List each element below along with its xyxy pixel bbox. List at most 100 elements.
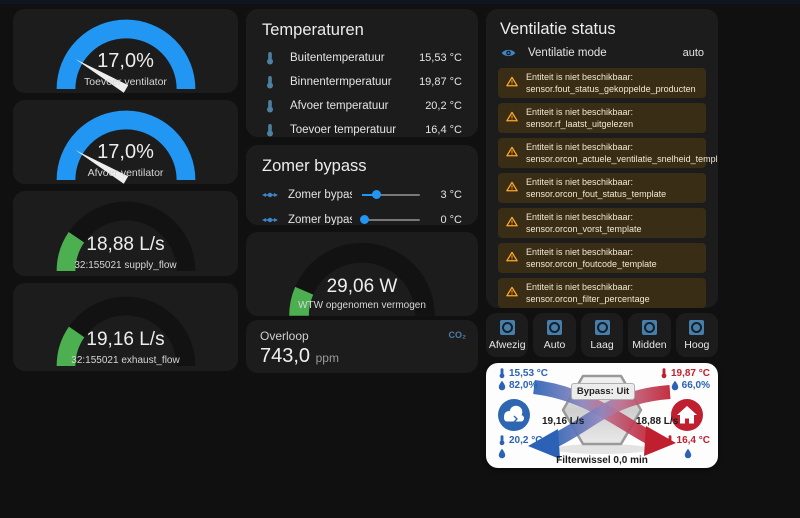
bypass-status-badge: Bypass: Uit [571, 383, 635, 400]
warning-chip: Entiteit is niet beschikbaar: sensor.orc… [498, 278, 706, 308]
zomer-bypass-card: Zomer bypass Zomer bypass offset 3 °C Zo… [246, 145, 478, 225]
card-title: Overloop [260, 329, 309, 343]
entity-value: 16,4 °C [425, 124, 462, 136]
supply-flow-value: 18,88 L/s [636, 416, 679, 427]
card-title: Ventilatie status [500, 20, 616, 38]
entity-name: Afvoer temperatuur [290, 100, 389, 112]
thermometer-icon [262, 51, 278, 65]
alert-triangle-icon [506, 74, 518, 92]
zomer-bypass-slider[interactable] [360, 214, 421, 226]
alert-triangle-icon [506, 179, 518, 197]
entity-name: Buitentemperatuur [290, 52, 385, 64]
gauge-green-segment [56, 296, 195, 367]
gauge-label: 32:155021 supply_flow [74, 260, 177, 271]
gauge-value: 18,88 L/s [86, 234, 165, 255]
thermometer-icon [262, 123, 278, 137]
mode-button-laag[interactable]: Laag [580, 313, 624, 357]
supply-temperature: 16,4 °C [666, 434, 710, 446]
top-app-strip [0, 0, 800, 4]
water-drop-icon [498, 448, 506, 459]
warning-chip: Entiteit is niet beschikbaar: sensor.fout… [498, 68, 706, 98]
gauge-card-wtw-vermogen[interactable]: 29,06 W WTW opgenomen vermogen [246, 232, 478, 316]
overloop-co2-card[interactable]: Overloop 743,0 ppm CO₂ [246, 320, 478, 373]
temperaturen-card: Temperaturen Buitentemperatuur 15,53 °C … [246, 9, 478, 137]
warning-entity: sensor.orcon_foutcode_template [526, 259, 657, 269]
entity-row-ventilatie-mode[interactable]: Ventilatie mode auto [498, 42, 706, 63]
gauge-card-toevoer-ventilator[interactable]: 17,0% Toevoer ventilator [13, 9, 238, 93]
warning-text: Entiteit is niet beschikbaar: [526, 142, 634, 152]
house-icon [671, 399, 703, 431]
water-drop-icon [684, 448, 692, 459]
gauge-arc [56, 19, 195, 93]
entity-row-toevoer-temperatuur[interactable]: Toevoer temperatuur 16,4 °C [260, 118, 464, 137]
gauge-value: 29,06 W [326, 276, 398, 297]
entity-name: Zomer bypass [288, 213, 353, 226]
mode-button-midden[interactable]: Midden [628, 313, 671, 357]
mode-button-afwezig[interactable]: Afwezig [486, 313, 529, 357]
warning-text: Entiteit is niet beschikbaar: sensor.orc… [526, 282, 650, 304]
warning-chip: Entiteit is niet beschikbaar: sensor.orco… [498, 138, 718, 168]
alert-triangle-icon [506, 249, 518, 267]
gauge-label: Toevoer ventilator [84, 76, 167, 88]
entity-row-buitentemperatuur[interactable]: Buitentemperatuur 15,53 °C [260, 46, 464, 70]
gauge-card-afvoer-ventilator[interactable]: 17,0% Afvoer ventilator [13, 100, 238, 184]
exhaust-arrowhead [528, 429, 560, 459]
thermometer-icon [262, 75, 278, 89]
warning-text: Entiteit is niet beschikbaar: sensor.orc… [526, 212, 642, 234]
warning-entity: sensor.orcon_fout_status_template [526, 189, 667, 199]
inside-humidity: 66,0% [671, 380, 710, 391]
gauge-label: Afvoer ventilator [87, 167, 164, 179]
mode-button-row: Afwezig Auto Laag Midden Hoog [486, 313, 719, 357]
warning-text: Entiteit is niet beschikbaar: sensor.rf_… [526, 107, 634, 129]
slider-row-zomer-bypass-offset: Zomer bypass offset 3 °C [260, 182, 464, 207]
wtw-diagram-card[interactable]: Bypass: Uit 15,53 °C 82,0% 19,87 °C 66,0… [486, 363, 718, 468]
gauge-needle [74, 59, 128, 93]
slider-value: 3 °C [440, 188, 462, 201]
outside-humidity: 82,0% [498, 380, 537, 391]
warning-text: Entiteit is niet beschikbaar: [526, 177, 634, 187]
gauge-card-exhaust-flow[interactable]: 19,16 L/s 32:155021 exhaust_flow [13, 283, 238, 371]
exhaust-temperature: 20,2 °C [498, 434, 542, 446]
entity-name: Ventilatie mode [528, 46, 607, 59]
entity-row-afvoer-temperatuur[interactable]: Afvoer temperatuur 20,2 °C [260, 94, 464, 118]
slider-thumb[interactable] [360, 215, 370, 224]
warning-chip: Entiteit is niet beschikbaar: sensor.orco… [498, 173, 706, 203]
co2-unit: ppm [315, 351, 339, 365]
alert-triangle-icon [506, 144, 518, 162]
gauge-arc [289, 242, 435, 316]
supply-arrowhead [644, 426, 676, 456]
mode-button-hoog[interactable]: Hoog [675, 313, 719, 357]
entity-row-binnentemperatuur[interactable]: Binnentermperatuur 19,87 °C [260, 70, 464, 94]
co2-value: 743,0 ppm [260, 345, 339, 367]
supply-humidity-icon [684, 448, 692, 459]
ventilatie-status-card: Ventilatie status Ventilatie mode auto E… [486, 9, 718, 308]
slider-thumb[interactable] [372, 190, 382, 199]
filter-change-label: Filterwissel 0,0 min [556, 455, 648, 466]
gauge-value: 17,0% [97, 50, 154, 72]
entity-value: 19,87 °C [419, 76, 462, 88]
zomer-bypass-offset-slider[interactable] [362, 189, 421, 201]
entity-value: auto [682, 46, 704, 59]
warning-entity: sensor.fout_status_gekoppelde_producten [526, 84, 696, 94]
entity-name: Toevoer temperatuur [290, 124, 397, 136]
mode-button-auto[interactable]: Auto [533, 313, 576, 357]
thermometer-icon [262, 99, 278, 113]
warning-chip: Entiteit is niet beschikbaar: sensor.orc… [498, 208, 706, 238]
co2-icon: CO₂ [448, 330, 467, 340]
gauge-card-supply-flow[interactable]: 18,88 L/s 32:155021 supply_flow [13, 191, 238, 276]
gauge-label: WTW opgenomen vermogen [298, 300, 426, 311]
ray-vertex-icon [262, 216, 278, 224]
warning-chip: Entiteit is niet beschikbaar: sensor.rf_… [498, 103, 706, 133]
gauge-arc [56, 296, 195, 367]
mode-button-label: Hoog [684, 338, 710, 351]
gauge-value: 19,16 L/s [86, 329, 165, 350]
fan-mode-icon [594, 319, 610, 335]
slider-row-zomer-bypass: Zomer bypass 0 °C [260, 207, 464, 225]
fan-mode-icon [641, 319, 657, 335]
warning-chip: Entiteit is niet beschikbaar: sensor.orco… [498, 243, 706, 273]
fan-mode-icon [689, 319, 705, 335]
entity-name: Zomer bypass offset [288, 188, 353, 201]
fan-mode-icon [547, 319, 563, 335]
water-drop-icon [671, 380, 678, 391]
card-title: Zomer bypass [262, 157, 367, 175]
